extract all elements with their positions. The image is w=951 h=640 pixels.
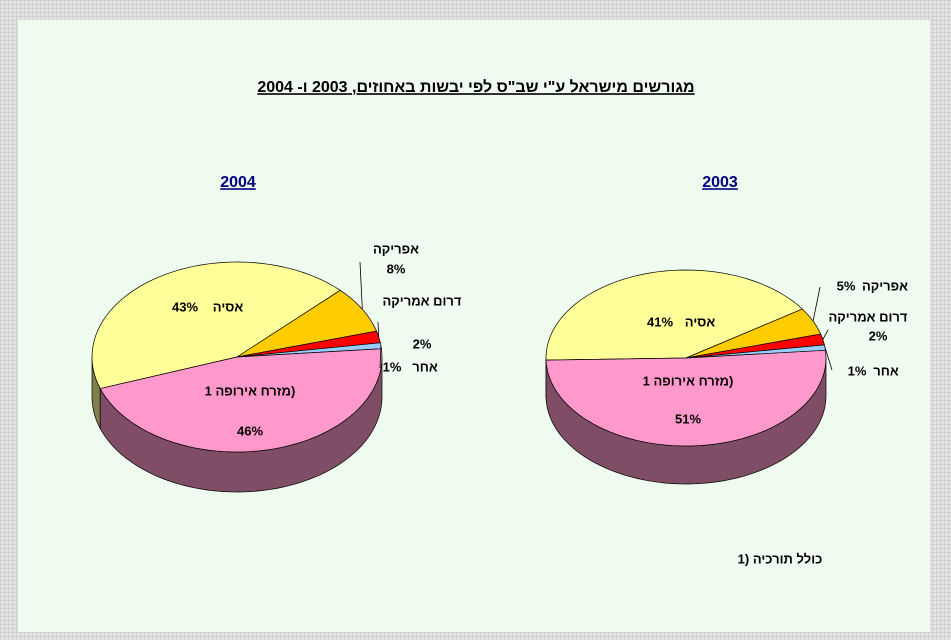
leader-line [377, 321, 380, 337]
pie-title: 2003 [702, 174, 738, 191]
pie-title: 2004 [220, 174, 256, 191]
leader-line [359, 261, 363, 310]
value-label: 5% [837, 278, 856, 293]
value-label: 1% [383, 359, 402, 374]
category-label: אפריקה [862, 278, 908, 293]
leader-line [824, 347, 833, 371]
pie-slice [545, 269, 803, 361]
value-label: 46% [237, 423, 263, 438]
leader-line [379, 345, 382, 369]
value-label: 41% [647, 314, 673, 329]
value-label: 8% [387, 261, 406, 276]
category-label: מזרח אירופה 1) [205, 383, 296, 398]
value-label: 2% [413, 336, 432, 351]
category-label: דרום אמריקה [383, 293, 462, 308]
pie-slice [91, 261, 341, 389]
category-label: אסיה [213, 299, 244, 314]
value-label: 43% [172, 299, 198, 314]
category-label: דרום אמריקה [829, 309, 908, 324]
leader-line [812, 286, 821, 322]
pie-slice [99, 348, 383, 453]
leader-line [822, 329, 829, 340]
category-label: אחר [412, 359, 438, 374]
value-label: 1% [848, 363, 867, 378]
category-label: אסיה [685, 314, 716, 329]
footnote: 1) כולל תורכיה [738, 551, 823, 566]
chart-title: מגורשים מישראל ע"י שב"ס לפי יבשות באחוזי… [257, 78, 694, 96]
category-label: אחר [873, 363, 899, 378]
category-label: אפריקה [373, 241, 419, 256]
value-label: 2% [869, 328, 888, 343]
pie-slice [545, 349, 827, 447]
category-label: מזרח אירופה 1) [643, 373, 734, 388]
pie-slice [685, 308, 822, 359]
value-label: 51% [675, 411, 701, 426]
